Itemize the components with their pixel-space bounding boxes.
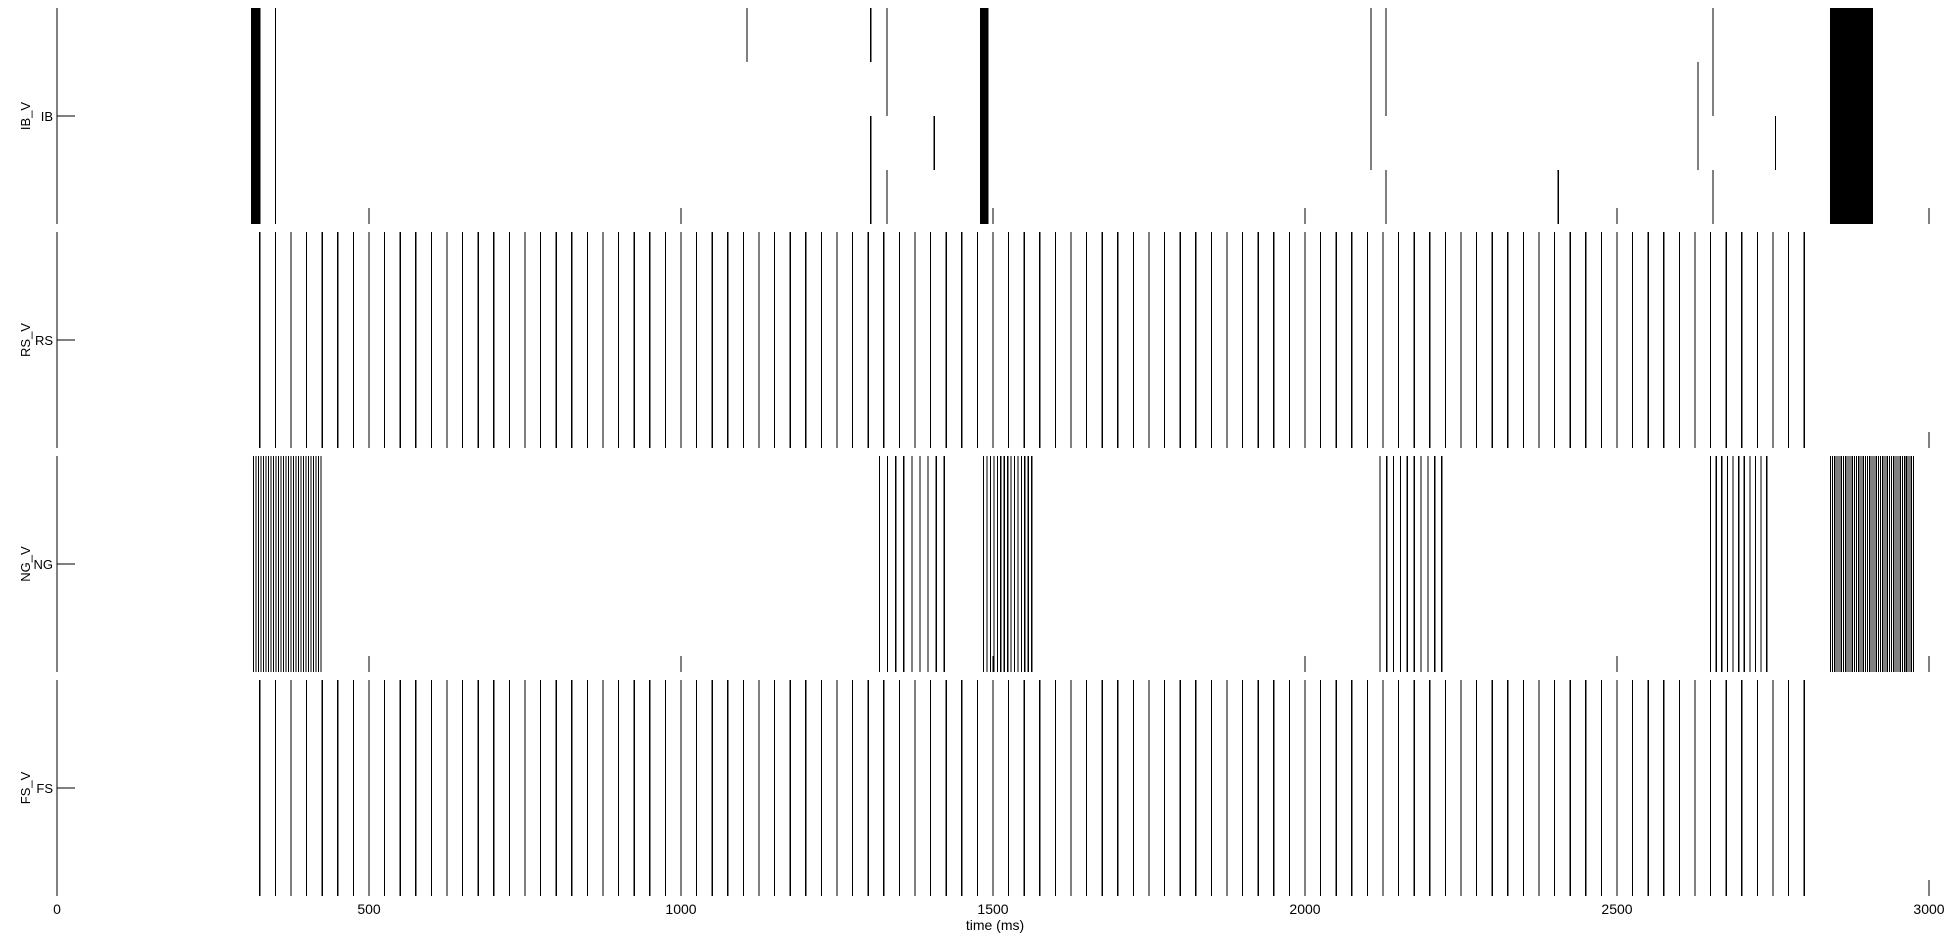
x-tick-label: 500 <box>357 901 381 917</box>
panel-ylabel: RS_V <box>18 323 33 357</box>
panel-spikes <box>252 456 1915 672</box>
panel-ylabel: FS_V <box>18 771 33 804</box>
panel-spikes <box>259 680 1805 896</box>
x-tick-label: 2500 <box>1601 901 1632 917</box>
x-tick-label: 1500 <box>977 901 1008 917</box>
panel-spikes <box>259 232 1805 448</box>
x-tick-label: 0 <box>53 901 61 917</box>
x-axis-label: time (ms) <box>966 917 1024 933</box>
panel-spikes <box>251 8 1873 224</box>
x-axis: 0 500 1000 1500 2000 2500 3000 <box>53 901 1945 917</box>
x-tick-label: 2000 <box>1289 901 1320 917</box>
x-tick-label: 1000 <box>665 901 696 917</box>
panel-ytick-label: FS <box>36 781 53 796</box>
panel-ytick-label: NG <box>34 557 54 572</box>
panel-ytick-label: RS <box>35 333 53 348</box>
panel-ylabel: NG_V <box>18 546 33 582</box>
panel-ytick-label: IB <box>41 109 53 124</box>
x-tick-label: 3000 <box>1913 901 1944 917</box>
panel-ylabel: IB_V <box>18 102 33 131</box>
panel-ib: IB IB_V <box>18 8 1930 224</box>
